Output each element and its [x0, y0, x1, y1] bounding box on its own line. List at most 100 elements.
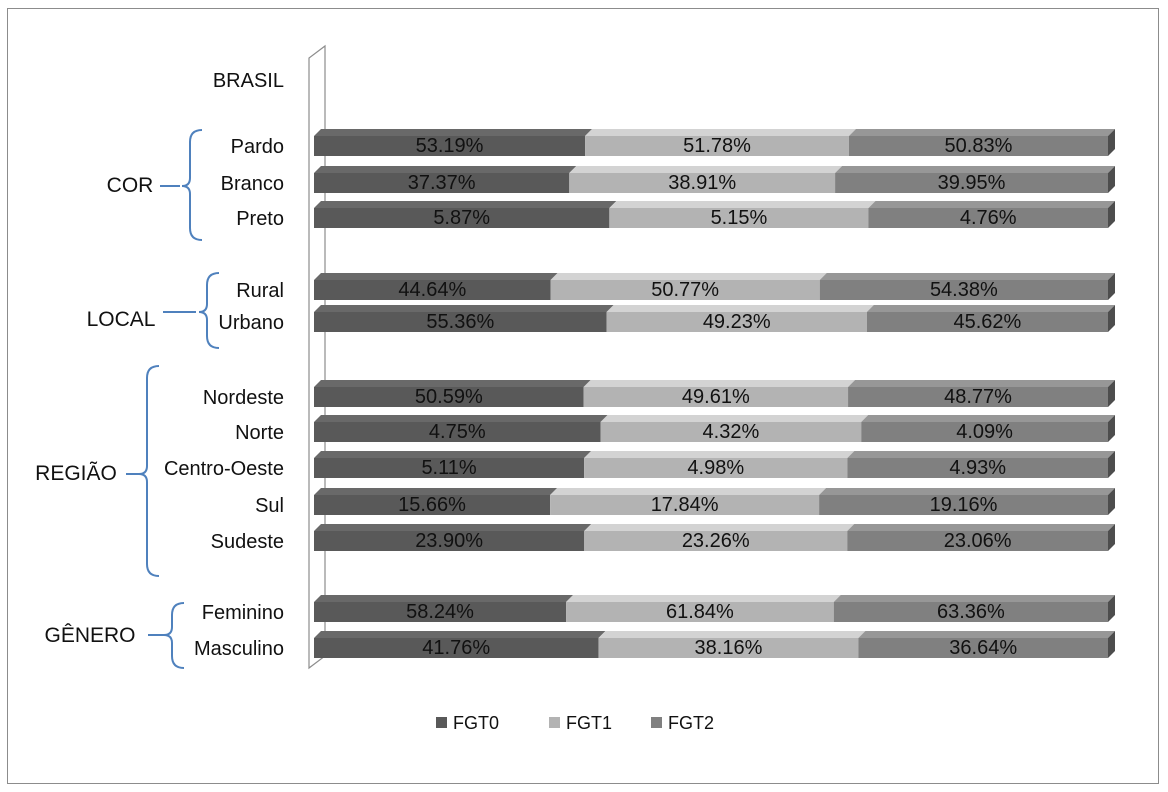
bar-segment-fgt2 [868, 201, 1115, 228]
bar-segment-fgt2 [848, 129, 1115, 156]
bar-segment-fgt1 [550, 488, 827, 515]
data-label: 4.09% [956, 421, 1013, 443]
data-label: 48.77% [944, 386, 1012, 408]
group-label: REGIÃO [35, 461, 117, 485]
data-label: 5.15% [711, 207, 768, 229]
data-label: 4.32% [703, 421, 760, 443]
bar-segment-fgt2 [866, 305, 1115, 332]
bar-segment-fgt1 [609, 201, 876, 228]
category-label: Preto [236, 208, 284, 230]
bar-segment-fgt0 [314, 524, 592, 551]
bar-segment-fgt1 [585, 129, 856, 156]
data-label: 54.38% [930, 279, 998, 301]
bar-segment-fgt2 [847, 524, 1115, 551]
category-label: Rural [236, 280, 284, 302]
bar-segment-fgt1 [600, 415, 869, 442]
data-label: 5.87% [433, 207, 490, 229]
data-label: 63.36% [937, 601, 1005, 623]
category-label: Urbano [218, 312, 284, 334]
bar-segment-fgt1 [550, 273, 827, 300]
bar-segment-fgt1 [566, 595, 841, 622]
legend-entry-fgt0: FGT0 [436, 713, 499, 733]
category-label: Sudeste [211, 531, 284, 553]
data-label: 44.64% [398, 279, 466, 301]
bar-segment-fgt2 [835, 166, 1115, 193]
category-label: Masculino [194, 638, 284, 660]
data-label: 4.75% [429, 421, 486, 443]
bar-segment-fgt0 [314, 380, 591, 407]
bar-segment-fgt2 [848, 380, 1115, 407]
bar-segment-fgt0 [314, 201, 617, 228]
bar-segment-fgt1 [584, 524, 855, 551]
group-bracket [181, 129, 203, 241]
data-label: 50.59% [415, 386, 483, 408]
bar-segment-fgt0 [314, 166, 577, 193]
data-label: 19.16% [930, 494, 998, 516]
data-label: 17.84% [651, 494, 719, 516]
data-label: 45.62% [954, 311, 1022, 333]
category-label: BRASIL [213, 70, 284, 92]
data-label: 4.76% [960, 207, 1017, 229]
legend-label: FGT2 [668, 713, 714, 733]
bar-segment-fgt0 [314, 488, 558, 515]
category-label: Sul [255, 495, 284, 517]
bar-segment-fgt0 [314, 595, 574, 622]
bar-segment-fgt0 [314, 631, 606, 658]
group-bracket [198, 272, 220, 349]
data-label: 38.91% [668, 172, 736, 194]
bar-segment-fgt2 [819, 488, 1115, 515]
data-label: 37.37% [408, 172, 476, 194]
bar-segment-fgt1 [606, 305, 874, 332]
legend-entry-fgt1: FGT1 [549, 713, 612, 733]
category-label: Centro-Oeste [164, 458, 284, 480]
bar-segment-fgt2 [861, 415, 1115, 442]
data-label: 49.23% [703, 311, 771, 333]
data-label: 4.93% [949, 457, 1006, 479]
bar-segment-fgt1 [598, 631, 866, 658]
category-label: Nordeste [203, 387, 284, 409]
legend-entry-fgt2: FGT2 [651, 713, 714, 733]
bar-segment-fgt0 [314, 415, 608, 442]
category-label: Feminino [202, 602, 284, 624]
data-label: 15.66% [398, 494, 466, 516]
data-label: 4.98% [687, 457, 744, 479]
data-label: 23.90% [415, 530, 483, 552]
legend-label: FGT1 [566, 713, 612, 733]
bar-segment-fgt0 [314, 273, 558, 300]
bar-segment-fgt2 [819, 273, 1115, 300]
data-label: 50.77% [651, 279, 719, 301]
data-label: 39.95% [938, 172, 1006, 194]
data-label: 23.06% [944, 530, 1012, 552]
group-label: GÊNERO [44, 624, 135, 647]
category-label: Norte [235, 422, 284, 444]
data-label: 5.11% [421, 457, 476, 479]
bar-segment-fgt0 [314, 129, 593, 156]
data-label: 58.24% [406, 601, 474, 623]
bar-segment-fgt0 [314, 305, 614, 332]
bar-segment-fgt2 [858, 631, 1115, 658]
data-label: 53.19% [416, 135, 484, 157]
data-label: 41.76% [422, 637, 490, 659]
data-label: 36.64% [949, 637, 1017, 659]
category-label: Pardo [231, 136, 284, 158]
data-label: 50.83% [945, 135, 1013, 157]
bar-segment-fgt1 [583, 380, 856, 407]
group-label: COR [107, 174, 154, 197]
bar-segment-fgt2 [833, 595, 1115, 622]
bar-segment-fgt1 [584, 451, 855, 478]
data-label: 49.61% [682, 386, 750, 408]
group-bracket [163, 602, 185, 669]
group-label: LOCAL [87, 308, 156, 331]
data-label: 61.84% [666, 601, 734, 623]
group-bracket [138, 365, 160, 577]
data-label: 51.78% [683, 135, 751, 157]
bar-segment-fgt2 [847, 451, 1115, 478]
data-label: 55.36% [426, 311, 494, 333]
data-label: 38.16% [695, 637, 763, 659]
data-label: 23.26% [682, 530, 750, 552]
category-label: Branco [221, 173, 284, 195]
bar-segment-fgt0 [314, 451, 592, 478]
legend-label: FGT0 [453, 713, 499, 733]
bar-segment-fgt1 [569, 166, 843, 193]
